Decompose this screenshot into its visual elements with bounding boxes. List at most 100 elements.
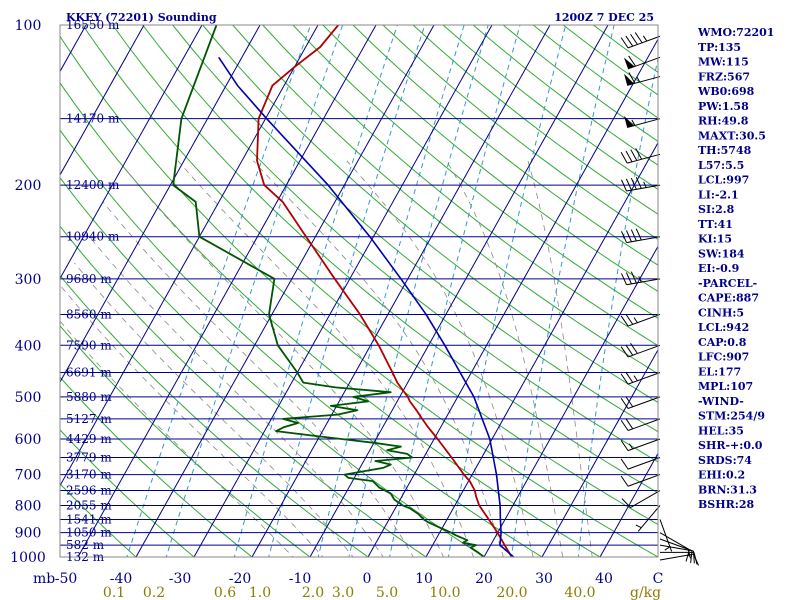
index-value: EL:177 xyxy=(698,365,741,378)
mixing-ratio-tick-label: 0.6 xyxy=(214,585,236,600)
wind-barb xyxy=(620,457,661,470)
barb-pennant xyxy=(624,115,634,128)
index-value: LCL:942 xyxy=(698,321,749,334)
index-value: WMO:72201 xyxy=(697,26,774,39)
temperature-tick-label: -20 xyxy=(229,571,252,587)
barb-staff xyxy=(659,538,693,552)
wind-barb xyxy=(659,532,690,562)
wind-barb xyxy=(620,32,661,49)
isotherm xyxy=(0,13,35,568)
index-value: RH:49.8 xyxy=(698,115,749,128)
wind-barb xyxy=(620,474,661,487)
plot-frame xyxy=(59,24,659,558)
barb-flag xyxy=(630,177,637,190)
barb-flag xyxy=(630,271,637,284)
temperature-tick-label: -10 xyxy=(289,571,312,587)
barb-half-flag xyxy=(642,35,648,42)
index-value: TP:135 xyxy=(698,41,741,54)
barb-flag xyxy=(625,230,632,242)
mixing-ratio-line xyxy=(126,25,312,557)
isotherm xyxy=(135,25,435,557)
height-label: 9680 m xyxy=(66,272,112,286)
moist-adiabat xyxy=(60,284,324,557)
mixing-ratio-tick-label: 1.0 xyxy=(249,585,271,600)
barb-flag xyxy=(620,440,629,451)
barb-staff xyxy=(659,519,673,552)
barb-staff xyxy=(637,505,661,532)
index-value: BSHR:28 xyxy=(698,498,754,511)
isotherm xyxy=(309,25,609,557)
height-label: 7590 m xyxy=(66,338,112,352)
barb-flag xyxy=(620,152,628,164)
parcel-trace xyxy=(218,56,515,557)
barb-flag xyxy=(620,37,629,49)
pressure-unit-label: mb xyxy=(33,571,55,587)
isotherm xyxy=(251,25,551,557)
barb-flag xyxy=(621,273,627,285)
wind-barb xyxy=(624,115,661,128)
mixing-ratio-tick-label: 40.0 xyxy=(564,585,595,600)
barb-half-flag xyxy=(628,443,634,450)
moist-adiabat xyxy=(74,262,354,557)
mixing-ratio-line xyxy=(577,56,658,557)
dry-adiabat xyxy=(60,176,485,557)
isotherm xyxy=(60,25,203,280)
barb-staff xyxy=(659,532,690,551)
mixing-ratio-line xyxy=(348,25,489,557)
barb-staff xyxy=(626,236,661,244)
barb-flag xyxy=(620,315,629,327)
index-value: CAPE:887 xyxy=(698,292,759,305)
isotherm xyxy=(599,452,658,557)
barb-half-flag xyxy=(633,317,638,323)
plot-border xyxy=(59,24,659,558)
mixing-ratio-tick-label: 3.0 xyxy=(332,585,354,600)
moist-adiabat xyxy=(177,160,474,557)
mixing-ratio-tick-label: 5.0 xyxy=(376,585,398,600)
index-value: TT:41 xyxy=(698,218,733,231)
barb-staff xyxy=(659,544,694,552)
dry-adiabat xyxy=(112,25,658,494)
barb-flag xyxy=(628,72,636,84)
dry-adiabat xyxy=(142,25,658,463)
index-value: SRDS:74 xyxy=(698,454,752,467)
barb-half-flag xyxy=(633,375,638,381)
wind-barb xyxy=(620,148,661,164)
height-label: 2596 m xyxy=(66,484,112,498)
mixing-ratio-line xyxy=(510,25,615,557)
isotherm xyxy=(541,348,658,557)
dry-adiabat xyxy=(60,429,195,557)
barb-flag xyxy=(621,498,631,508)
mixing-ratio-unit-label: g/kg xyxy=(630,585,661,600)
index-value: MW:115 xyxy=(698,56,749,69)
moist-adiabat xyxy=(527,160,593,557)
barb-half-flag xyxy=(636,76,641,83)
wind-barb xyxy=(635,505,661,532)
height-label: 132 m xyxy=(66,550,105,564)
barb-half-flag xyxy=(643,181,647,188)
height-label: 1541 m xyxy=(66,512,112,526)
isotherm xyxy=(483,245,658,557)
pressure-tick-label: 700 xyxy=(15,468,42,484)
moist-adiabat xyxy=(123,166,444,557)
sounding-traces xyxy=(172,25,515,557)
wind-barb xyxy=(621,228,661,244)
barb-flag xyxy=(635,228,642,241)
index-value: -WIND- xyxy=(698,395,744,408)
wind-barb xyxy=(621,176,661,192)
index-value: KI:15 xyxy=(698,233,732,246)
pressure-tick-label: 800 xyxy=(15,498,42,514)
wind-barb xyxy=(620,396,661,409)
index-value: SHR-+:0.0 xyxy=(698,439,763,452)
index-value: BRN:31.3 xyxy=(698,483,757,496)
barb-flag xyxy=(621,179,627,192)
dry-adiabat xyxy=(562,25,658,96)
moist-adiabat xyxy=(346,160,534,557)
barb-flag xyxy=(625,150,633,163)
dry-adiabat xyxy=(60,35,658,557)
barb-half-flag xyxy=(664,546,671,551)
mixing-ratio-tick-label: 0.2 xyxy=(143,585,165,600)
barb-flag xyxy=(620,419,629,431)
barb-staff xyxy=(627,457,661,470)
barb-half-flag xyxy=(638,276,642,283)
